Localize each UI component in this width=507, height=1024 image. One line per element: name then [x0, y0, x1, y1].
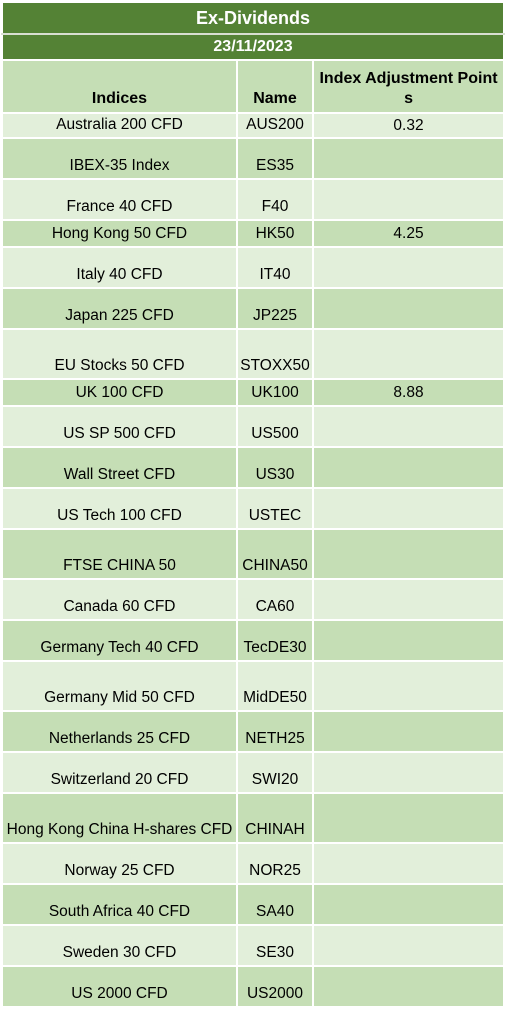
table-row: Canada 60 CFD CA60: [1, 578, 506, 621]
header-adjustment-points: Index Adjustment Points: [311, 59, 506, 114]
header-name: Name: [236, 59, 314, 114]
adjustment-points-cell: [311, 792, 506, 844]
symbol-cell: ES35: [236, 137, 314, 180]
index-cell: Switzerland 20 CFD: [1, 751, 238, 794]
table-row: US Tech 100 CFD USTEC: [1, 487, 506, 530]
symbol-cell: US30: [236, 446, 314, 489]
symbol-cell: SWI20: [236, 751, 314, 794]
index-cell: Sweden 30 CFD: [1, 924, 238, 967]
table-date: 23/11/2023: [0, 33, 506, 61]
symbol-cell: CA60: [236, 578, 314, 621]
table-row: South Africa 40 CFD SA40: [1, 883, 506, 926]
symbol-cell: NETH25: [236, 710, 314, 753]
symbol-cell: IT40: [236, 246, 314, 289]
title-row: Ex-Dividends: [0, 1, 506, 35]
symbol-cell: SE30: [236, 924, 314, 967]
index-cell: US SP 500 CFD: [1, 405, 238, 448]
adjustment-points-cell: [311, 528, 506, 580]
index-cell: Australia 200 CFD: [1, 112, 238, 139]
index-cell: Germany Mid 50 CFD: [1, 660, 238, 712]
table-title: Ex-Dividends: [0, 1, 506, 35]
adjustment-points-cell: [311, 328, 506, 380]
symbol-cell: UK100: [236, 378, 314, 407]
adjustment-points-cell: [311, 246, 506, 289]
header-indices: Indices: [1, 59, 238, 114]
table-row: FTSE CHINA 50 CHINA50: [1, 528, 506, 580]
index-cell: US Tech 100 CFD: [1, 487, 238, 530]
symbol-cell: USTEC: [236, 487, 314, 530]
symbol-cell: AUS200: [236, 112, 314, 139]
adjustment-points-cell: [311, 965, 506, 1008]
index-cell: EU Stocks 50 CFD: [1, 328, 238, 380]
index-cell: Germany Tech 40 CFD: [1, 619, 238, 662]
adjustment-points-cell: [311, 446, 506, 489]
index-cell: South Africa 40 CFD: [1, 883, 238, 926]
table-row: France 40 CFD F40: [1, 178, 506, 221]
table-row: Hong Kong 50 CFD HK50 4.25: [1, 219, 506, 248]
table-row: Wall Street CFD US30: [1, 446, 506, 489]
adjustment-points-cell: [311, 137, 506, 180]
symbol-cell: CHINA50: [236, 528, 314, 580]
symbol-cell: US500: [236, 405, 314, 448]
table-row: Hong Kong China H-shares CFD CHINAH: [1, 792, 506, 844]
symbol-cell: STOXX50: [236, 328, 314, 380]
symbol-cell: NOR25: [236, 842, 314, 885]
adjustment-points-cell: 8.88: [311, 378, 506, 407]
index-cell: UK 100 CFD: [1, 378, 238, 407]
symbol-cell: CHINAH: [236, 792, 314, 844]
index-cell: Wall Street CFD: [1, 446, 238, 489]
index-cell: Canada 60 CFD: [1, 578, 238, 621]
table-row: EU Stocks 50 CFD STOXX50: [1, 328, 506, 380]
symbol-cell: US2000: [236, 965, 314, 1008]
adjustment-points-cell: [311, 287, 506, 330]
symbol-cell: JP225: [236, 287, 314, 330]
table-row: Germany Tech 40 CFD TecDE30: [1, 619, 506, 662]
symbol-cell: SA40: [236, 883, 314, 926]
index-cell: France 40 CFD: [1, 178, 238, 221]
symbol-cell: F40: [236, 178, 314, 221]
table-row: UK 100 CFD UK100 8.88: [1, 378, 506, 407]
table-row: US SP 500 CFD US500: [1, 405, 506, 448]
adjustment-points-cell: [311, 842, 506, 885]
adjustment-points-cell: [311, 883, 506, 926]
header-row: Indices Name Index Adjustment Points: [1, 59, 506, 114]
adjustment-points-cell: [311, 178, 506, 221]
adjustment-points-cell: [311, 619, 506, 662]
table-row: Sweden 30 CFD SE30: [1, 924, 506, 967]
table-row: Japan 225 CFD JP225: [1, 287, 506, 330]
adjustment-points-cell: [311, 578, 506, 621]
index-cell: Netherlands 25 CFD: [1, 710, 238, 753]
table-row: Italy 40 CFD IT40: [1, 246, 506, 289]
table-row: Netherlands 25 CFD NETH25: [1, 710, 506, 753]
table-row: Switzerland 20 CFD SWI20: [1, 751, 506, 794]
index-cell: Norway 25 CFD: [1, 842, 238, 885]
table-row: Germany Mid 50 CFD MidDE50: [1, 660, 506, 712]
adjustment-points-cell: [311, 751, 506, 794]
adjustment-points-cell: 0.32: [311, 112, 506, 139]
index-cell: Hong Kong China H-shares CFD: [1, 792, 238, 844]
symbol-cell: HK50: [236, 219, 314, 248]
adjustment-points-cell: 4.25: [311, 219, 506, 248]
table-row: IBEX-35 Index ES35: [1, 137, 506, 180]
adjustment-points-cell: [311, 660, 506, 712]
adjustment-points-cell: [311, 405, 506, 448]
table-row: Australia 200 CFD AUS200 0.32: [1, 112, 506, 139]
adjustment-points-cell: [311, 924, 506, 967]
index-cell: Italy 40 CFD: [1, 246, 238, 289]
table-row: US 2000 CFD US2000: [1, 965, 506, 1008]
index-cell: FTSE CHINA 50: [1, 528, 238, 580]
symbol-cell: MidDE50: [236, 660, 314, 712]
symbol-cell: TecDE30: [236, 619, 314, 662]
date-row: 23/11/2023: [0, 33, 506, 61]
adjustment-points-cell: [311, 487, 506, 530]
index-cell: US 2000 CFD: [1, 965, 238, 1008]
index-cell: Hong Kong 50 CFD: [1, 219, 238, 248]
index-cell: Japan 225 CFD: [1, 287, 238, 330]
adjustment-points-cell: [311, 710, 506, 753]
table-row: Norway 25 CFD NOR25: [1, 842, 506, 885]
index-cell: IBEX-35 Index: [1, 137, 238, 180]
